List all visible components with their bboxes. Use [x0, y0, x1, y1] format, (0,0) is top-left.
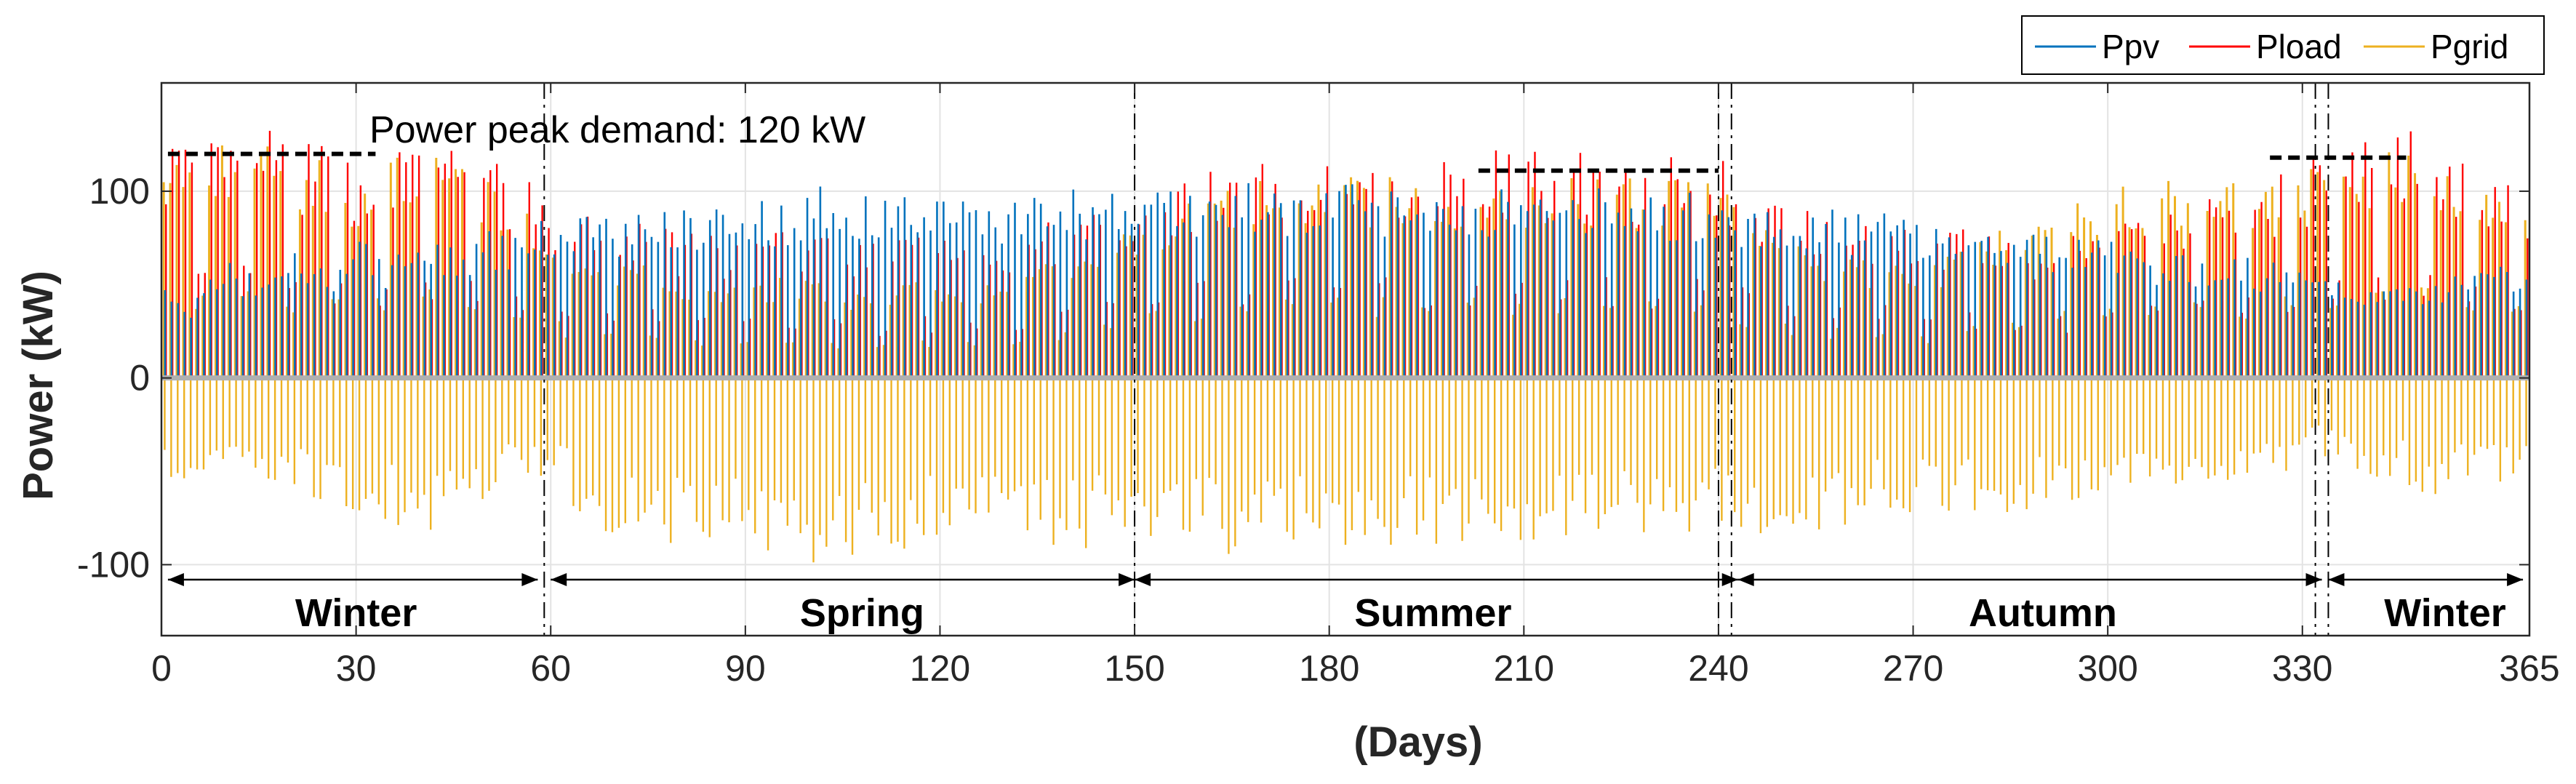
x-tick-label: 330 — [2272, 648, 2332, 689]
legend: Ppv Pload Pgrid — [2021, 15, 2545, 75]
y-tick-label: 0 — [129, 358, 150, 399]
series-layer — [161, 130, 2529, 563]
season-arrowhead-right — [2305, 572, 2322, 586]
x-tick-label: 210 — [1494, 648, 1554, 689]
season-arrowhead-right — [2507, 572, 2524, 586]
axis-layer: 0 30 60 90 120 150 180 210 240 270 300 330 365 -100 0 1… — [77, 81, 2560, 689]
season-arrowhead-left — [2328, 572, 2345, 586]
x-tick-label: 270 — [1883, 648, 1943, 689]
season-label: Spring — [800, 591, 924, 635]
x-axis-title: (Days) — [1353, 719, 1482, 766]
y-axis-title: Power (kW) — [15, 271, 62, 500]
legend-frame — [2021, 15, 2545, 75]
season-label: Summer — [1354, 591, 1511, 635]
legend-label-pload: Pload — [2256, 28, 2342, 65]
legend-label-pgrid: Pgrid — [2431, 28, 2508, 65]
x-tick-label: 90 — [725, 648, 766, 689]
legend-label-ppv: Ppv — [2102, 28, 2159, 65]
x-tick-label: 240 — [1688, 648, 1748, 689]
x-tick-label: 180 — [1299, 648, 1359, 689]
x-tick-label: 0 — [151, 648, 172, 689]
x-tick-label: 30 — [336, 648, 377, 689]
peak-demand-annotation: Power peak demand: 120 kW — [369, 109, 865, 151]
x-tick-label: 365 — [2499, 648, 2559, 689]
season-arrowhead-left — [1737, 572, 1754, 586]
season-arrowhead-right — [1721, 572, 1738, 586]
season-label: Winter — [2384, 591, 2506, 635]
x-tick-label: 60 — [530, 648, 571, 689]
annotation-layer: Winter Spring Summer Autumn Winter — [167, 83, 2524, 636]
season-arrowhead-right — [521, 572, 538, 586]
season-arrowhead-left — [551, 572, 567, 586]
x-tick-label: 150 — [1104, 648, 1164, 689]
x-tick-label: 120 — [910, 648, 970, 689]
plot-frame — [160, 81, 2531, 637]
season-arrowhead-left — [167, 572, 184, 586]
y-tick-label: 100 — [89, 171, 150, 212]
season-label: Autumn — [1969, 591, 2117, 635]
season-arrowhead-right — [1119, 572, 1135, 586]
x-tick-label: 300 — [2077, 648, 2137, 689]
season-arrowhead-left — [1135, 572, 1151, 586]
y-tick-label: -100 — [77, 544, 150, 585]
